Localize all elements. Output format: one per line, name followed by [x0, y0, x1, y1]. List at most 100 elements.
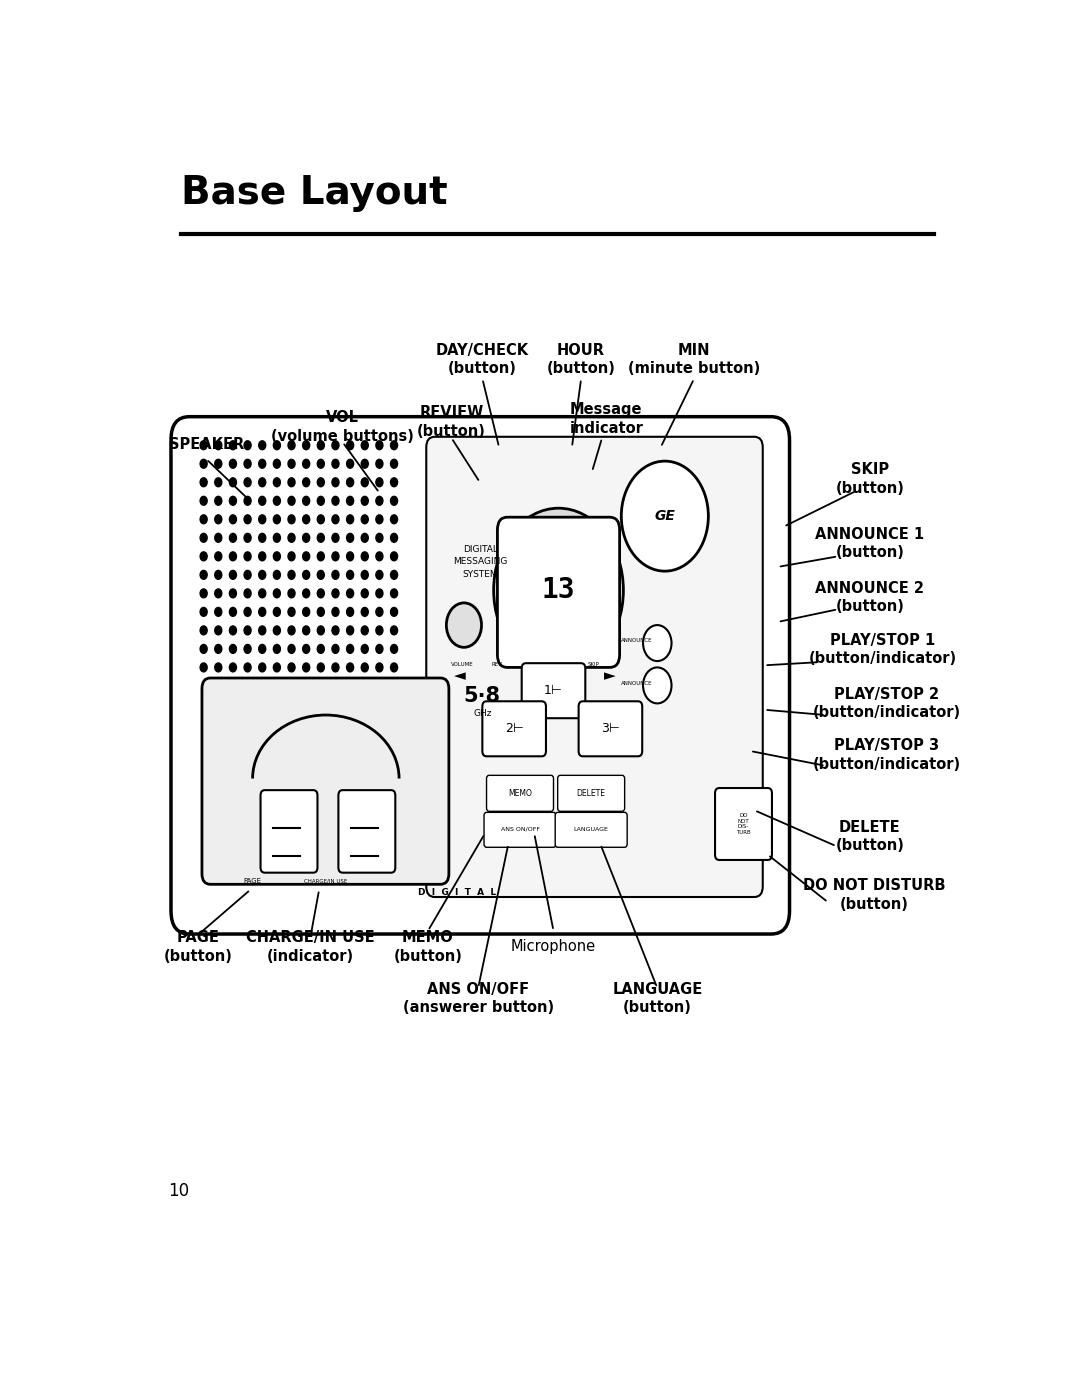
Circle shape: [376, 441, 383, 449]
Circle shape: [244, 459, 251, 469]
Circle shape: [244, 607, 251, 617]
Circle shape: [643, 625, 672, 661]
Text: PAGE: PAGE: [243, 878, 261, 883]
Text: DELETE
(button): DELETE (button): [836, 820, 904, 853]
Circle shape: [229, 441, 237, 449]
FancyBboxPatch shape: [427, 437, 762, 897]
Circle shape: [229, 589, 237, 598]
Circle shape: [376, 664, 383, 672]
Circle shape: [361, 441, 368, 449]
Text: ANNOUNCE: ANNOUNCE: [621, 680, 653, 686]
Circle shape: [302, 441, 310, 449]
Text: 3⊢: 3⊢: [602, 723, 620, 735]
Circle shape: [361, 570, 368, 580]
FancyBboxPatch shape: [557, 775, 624, 811]
Circle shape: [302, 533, 310, 543]
Circle shape: [332, 459, 339, 469]
Circle shape: [273, 496, 281, 506]
Circle shape: [229, 607, 237, 617]
Circle shape: [318, 644, 324, 654]
Circle shape: [259, 478, 266, 486]
Text: REVIEW
(button): REVIEW (button): [417, 405, 486, 438]
Text: LANGUAGE
(button): LANGUAGE (button): [612, 982, 702, 1015]
Circle shape: [361, 627, 368, 635]
Circle shape: [302, 552, 310, 561]
Circle shape: [273, 478, 281, 486]
FancyBboxPatch shape: [260, 790, 318, 872]
Circle shape: [200, 644, 207, 654]
Circle shape: [215, 496, 221, 506]
Circle shape: [361, 533, 368, 543]
Circle shape: [259, 459, 266, 469]
Circle shape: [332, 533, 339, 543]
Circle shape: [215, 627, 221, 635]
Circle shape: [332, 515, 339, 523]
Circle shape: [200, 607, 207, 617]
Text: 2⊢: 2⊢: [504, 723, 524, 735]
Circle shape: [273, 441, 281, 449]
Circle shape: [244, 533, 251, 543]
Circle shape: [215, 644, 221, 654]
Circle shape: [361, 552, 368, 561]
Text: SPEAKER: SPEAKER: [168, 437, 244, 452]
Circle shape: [273, 459, 281, 469]
Circle shape: [391, 627, 397, 635]
Circle shape: [229, 627, 237, 635]
Circle shape: [347, 441, 353, 449]
Circle shape: [229, 533, 237, 543]
Circle shape: [376, 533, 383, 543]
Circle shape: [302, 515, 310, 523]
Circle shape: [347, 664, 353, 672]
Text: DAY/CHECK
(button): DAY/CHECK (button): [436, 342, 529, 376]
Circle shape: [376, 496, 383, 506]
FancyBboxPatch shape: [579, 701, 643, 756]
Circle shape: [229, 515, 237, 523]
Circle shape: [318, 664, 324, 672]
Circle shape: [229, 570, 237, 580]
Circle shape: [273, 589, 281, 598]
Circle shape: [288, 607, 295, 617]
Circle shape: [215, 664, 221, 672]
Text: PLAY/STOP 3
(button/indicator): PLAY/STOP 3 (button/indicator): [812, 738, 961, 772]
Circle shape: [318, 459, 324, 469]
Circle shape: [229, 644, 237, 654]
Text: 10: 10: [168, 1182, 190, 1200]
Circle shape: [259, 496, 266, 506]
Circle shape: [302, 459, 310, 469]
Text: ANNOUNCE 2
(button): ANNOUNCE 2 (button): [815, 581, 924, 614]
Circle shape: [318, 515, 324, 523]
Circle shape: [376, 478, 383, 486]
Circle shape: [244, 570, 251, 580]
Text: GHz: GHz: [473, 709, 491, 719]
Circle shape: [302, 589, 310, 598]
Circle shape: [347, 552, 353, 561]
Circle shape: [332, 664, 339, 672]
Circle shape: [273, 607, 281, 617]
Circle shape: [643, 668, 672, 703]
Circle shape: [229, 478, 237, 486]
Circle shape: [244, 515, 251, 523]
Circle shape: [200, 664, 207, 672]
Circle shape: [302, 478, 310, 486]
Circle shape: [318, 570, 324, 580]
Circle shape: [332, 496, 339, 506]
Circle shape: [376, 627, 383, 635]
Circle shape: [288, 589, 295, 598]
Circle shape: [347, 515, 353, 523]
Circle shape: [376, 552, 383, 561]
Circle shape: [332, 607, 339, 617]
Circle shape: [273, 570, 281, 580]
Text: 5·8: 5·8: [463, 686, 501, 706]
Circle shape: [391, 478, 397, 486]
Circle shape: [621, 462, 708, 572]
Circle shape: [215, 515, 221, 523]
Circle shape: [318, 533, 324, 543]
Text: Message
indicator: Message indicator: [569, 403, 644, 436]
Circle shape: [288, 478, 295, 486]
Circle shape: [332, 644, 339, 654]
Text: SKIP: SKIP: [588, 662, 599, 666]
Text: 13: 13: [542, 576, 576, 605]
Circle shape: [200, 496, 207, 506]
Circle shape: [229, 496, 237, 506]
Circle shape: [391, 607, 397, 617]
